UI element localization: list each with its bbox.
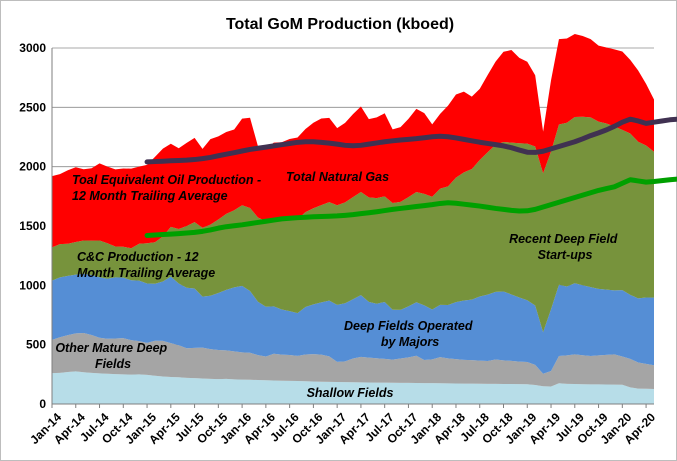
trailing-average-lines xyxy=(144,116,677,238)
annotation-total-gas: Total Natural Gas xyxy=(286,170,389,184)
y-tick-label-2000: 2000 xyxy=(19,160,46,174)
annotation-recent-deep: Recent Deep Field Start-ups xyxy=(509,232,621,262)
annotation-deep-majors: Deep Fields Operated by Majors xyxy=(344,319,476,349)
y-tick-label-1500: 1500 xyxy=(19,219,46,233)
y-tick-label-1000: 1000 xyxy=(19,278,46,292)
y-tick-label-3000: 3000 xyxy=(19,41,46,55)
y-tick-label-2500: 2500 xyxy=(19,100,46,114)
stacked-areas xyxy=(52,34,654,404)
x-tick-labels: Jan-14Apr-14Jul-14Oct-14Jan-15Apr-15Jul-… xyxy=(27,404,658,447)
annotation-other-mature: Other Mature Deep Fields xyxy=(55,341,170,371)
y-tick-label-500: 500 xyxy=(26,338,46,352)
area-shallow-fields xyxy=(52,371,654,404)
area-other-mature-deep-fields xyxy=(52,333,654,390)
annotations: Toal Equivalent Oil Production - 12 Mont… xyxy=(55,170,621,400)
area-total-natural-gas xyxy=(52,34,654,249)
area-recent-deep-field-start-ups xyxy=(52,116,654,333)
y-tick-label-0: 0 xyxy=(39,397,46,411)
chart-title: Total GoM Production (kboed) xyxy=(226,16,454,33)
annotation-shallow: Shallow Fields xyxy=(307,386,394,400)
area-deep-fields-operated-by-majors xyxy=(52,273,654,374)
y-tick-labels: 0 500 1000 1500 2000 2500 3000 xyxy=(19,41,46,411)
toeo-trailing-average-line xyxy=(144,116,677,165)
annotation-cc-avg: C&C Production - 12 Month Trailing Avera… xyxy=(77,250,215,280)
cc-trailing-average-line xyxy=(144,176,677,238)
axes xyxy=(51,48,654,405)
annotation-toeo-avg: Toal Equivalent Oil Production - 12 Mont… xyxy=(72,173,265,203)
